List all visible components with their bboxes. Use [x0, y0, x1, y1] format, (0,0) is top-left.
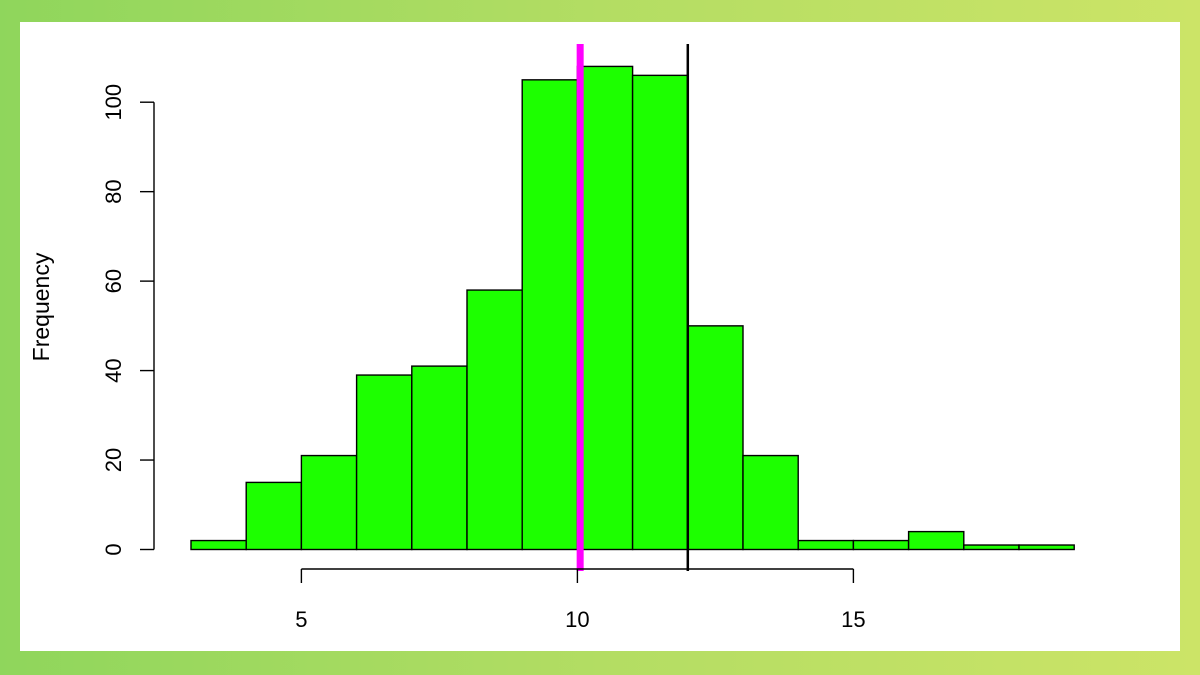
chart-frame: 0 20 40 60 80 100 5 10 15 Frequency	[20, 22, 1180, 651]
histogram-bar	[411, 365, 468, 551]
histogram-bar	[466, 289, 523, 551]
histogram-bar	[852, 539, 910, 551]
histogram-bar	[521, 79, 579, 551]
bars-group	[190, 65, 1075, 551]
x-axis: 5 10 15	[295, 568, 866, 632]
histogram-bar	[742, 454, 799, 551]
histogram-bar	[190, 539, 247, 551]
histogram-bar	[907, 530, 965, 551]
y-tick-label: 20	[101, 448, 126, 472]
histogram-bar	[576, 65, 634, 551]
y-axis: 0 20 40 60 80 100	[101, 84, 155, 556]
histogram-bar	[797, 539, 855, 551]
histogram-bar	[245, 481, 303, 551]
reference-lines-group	[576, 44, 690, 571]
histogram-bar	[687, 325, 744, 551]
x-tick-label: 5	[295, 607, 307, 632]
histogram-bar	[355, 374, 413, 551]
histogram-chart: 0 20 40 60 80 100 5 10 15 Frequency	[28, 44, 1075, 632]
histogram-bar	[963, 544, 1020, 551]
y-tick-label: 40	[101, 358, 126, 382]
x-tick-label: 10	[565, 607, 589, 632]
histogram-bar	[1018, 544, 1075, 551]
y-tick-label: 0	[101, 543, 126, 555]
y-axis-title: Frequency	[28, 252, 54, 361]
y-tick-label: 80	[101, 179, 126, 203]
x-tick-label: 15	[841, 607, 865, 632]
histogram-bar	[631, 74, 689, 551]
histogram-bar	[300, 454, 358, 551]
y-tick-label: 100	[101, 84, 126, 121]
y-tick-label: 60	[101, 269, 126, 293]
